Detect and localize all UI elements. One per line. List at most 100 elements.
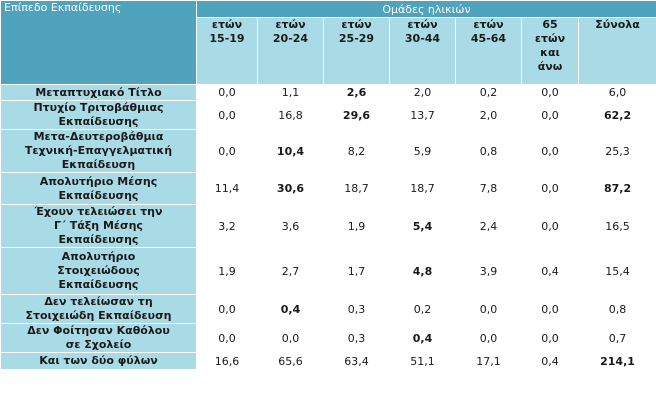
table-cell: 214,1 [577, 352, 656, 370]
table-cell: 0,0 [521, 100, 579, 130]
row-label-line: Εκπαίδευσης [58, 233, 139, 246]
table-cell: 2,4 [455, 204, 522, 248]
table-cell: 0,0 [521, 323, 579, 353]
table-cell: 0,3 [323, 294, 390, 324]
table-cell: 0,0 [521, 204, 579, 248]
table-row: Έχουν τελειώσει την Γ΄ Τάξη Μέσης Εκπαίδευ… [0, 204, 656, 248]
column-header-line: ετών [275, 18, 306, 32]
row-label-line: Μετα-Δευτεροβάθμια [33, 130, 164, 144]
table-cell: 3,9 [455, 247, 522, 295]
table-cell: 10,4 [257, 129, 324, 173]
table-cell: 5,4 [389, 204, 456, 248]
column-header-line: ετών [473, 18, 504, 32]
table-row: Απολυτήριο Μέσης Εκπαίδευσης 11,4 30,6 18,7 1… [0, 172, 656, 205]
table-cell: 0,0 [521, 172, 579, 205]
table-cell: 3,6 [257, 204, 324, 248]
table-cell: 8,2 [323, 129, 390, 173]
table-row: Απολυτήριο Στοιχειώδους Εκπαίδευσης 1,9 2,7 1… [0, 247, 656, 295]
row-label-line: Εκπαίδευσης [58, 278, 139, 291]
table-cell: 5,9 [389, 129, 456, 173]
table-cell: 6,0 [577, 84, 656, 101]
table-cell: 17,1 [455, 352, 522, 370]
row-label: Μετα-Δευτεροβάθμια Τεχνική-Επαγγελματική Ε… [0, 129, 197, 173]
table-cell: 0,0 [196, 100, 258, 130]
row-label: Δεν τελείωσαν τη Στοιχειώδη Εκπαίδευση [0, 294, 197, 324]
table-cell: 11,4 [196, 172, 258, 205]
table-cell: 87,2 [577, 172, 656, 205]
age-groups-header: Ομάδες ηλικιών [195, 0, 656, 18]
education-age-table: Επίπεδο Εκπαίδευσης Ομάδες ηλικιών ετών 1… [0, 0, 656, 370]
row-label-line: Πτυχίο Τριτοβάθμιας [33, 101, 164, 115]
table-cell: 0,3 [323, 323, 390, 353]
column-header-line: ετών [211, 18, 243, 32]
table-cell: 29,6 [323, 100, 390, 130]
table-cell: 1,1 [257, 84, 324, 101]
table-cell: 0,0 [455, 294, 522, 324]
row-label-line: Απολυτήριο Μέσης [39, 174, 158, 188]
corner-header: Επίπεδο Εκπαίδευσης [0, 0, 197, 85]
table-cell: 16,8 [257, 100, 324, 130]
table-cell: 3,2 [196, 204, 258, 248]
row-label-line: Εκπαίδευσης [58, 188, 139, 202]
column-header: 65 ετών και άνω [521, 17, 579, 85]
table-cell: 0,8 [455, 129, 522, 173]
row-label-line: Μεταπτυχιακό Τίτλο [35, 85, 162, 99]
table-cell: 2,0 [389, 84, 456, 101]
table-cell: 1,9 [196, 247, 258, 295]
column-header-line: ετών [341, 18, 372, 32]
table-cell: 0,0 [196, 84, 258, 101]
table-cell: 1,9 [323, 204, 390, 248]
table-cell: 16,5 [577, 204, 656, 248]
table-cell: 7,8 [455, 172, 522, 205]
table-cell: 2,0 [455, 100, 522, 130]
table-cell: 18,7 [389, 172, 456, 205]
row-label-line: Στοιχειώδη Εκπαίδευση [25, 309, 172, 322]
table-cell: 0,4 [389, 323, 456, 353]
column-header: ετών 30-44 [389, 17, 456, 85]
table-cell: 0,2 [389, 294, 456, 324]
table-cell: 0,0 [521, 84, 579, 101]
table-cell: 16,6 [196, 352, 258, 370]
table-cell: 0,4 [521, 247, 579, 295]
column-header-line: 20-24 [272, 32, 309, 45]
column-header: ετών 15-19 [196, 17, 258, 85]
row-label-line: Έχουν τελειώσει την [34, 205, 163, 219]
row-label: Μεταπτυχιακό Τίτλο [0, 84, 197, 101]
row-label-line: Στοιχειώδους [57, 264, 140, 277]
row-label-line: Δεν τελείωσαν τη [44, 295, 153, 309]
table-cell: 30,6 [257, 172, 324, 205]
table-cell: 4,8 [389, 247, 456, 295]
table-cell: 0,0 [257, 323, 324, 353]
row-label: Δεν Φοίτησαν Καθόλου σε Σχολείο [0, 323, 197, 353]
column-header-line: ετών [407, 18, 438, 32]
table-cell: 0,4 [521, 352, 579, 370]
row-label-line: Εκπαίδευση [61, 158, 136, 171]
table-cell: 0,0 [196, 323, 258, 353]
table-row: Μεταπτυχιακό Τίτλο 0,0 1,1 2,6 2,0 0,2 0,0 6,0 [0, 84, 656, 101]
table-row: Μετα-Δευτεροβάθμια Τεχνική-Επαγγελματική Ε… [0, 129, 656, 173]
column-header-line: 25-29 [338, 32, 375, 45]
table-cell: 0,8 [577, 294, 656, 324]
row-label: Και των δύο φύλων [0, 352, 197, 370]
table-cell: 65,6 [257, 352, 324, 370]
table-row: Και των δύο φύλων 16,6 65,6 63,4 51,1 17,1 0,4… [0, 352, 656, 370]
table-row: Δεν Φοίτησαν Καθόλου σε Σχολείο 0,0 0,0 0,3 0… [0, 323, 656, 353]
table-cell: 15,4 [577, 247, 656, 295]
column-header-line: Σύνολα [595, 18, 640, 32]
table-cell: 0,7 [577, 323, 656, 353]
table-cell: 63,4 [323, 352, 390, 370]
table-cell: 25,3 [577, 129, 656, 173]
table-cell: 0,0 [455, 323, 522, 353]
column-header: ετών 45-64 [455, 17, 522, 85]
column-header-line: και [540, 46, 560, 59]
column-header-line: 45-64 [470, 32, 507, 45]
column-header: ετών 25-29 [323, 17, 390, 85]
column-header-line: άνω [537, 60, 563, 73]
column-header: Σύνολα [577, 17, 656, 85]
table-cell: 2,6 [323, 84, 390, 101]
row-label-line: Τεχνική-Επαγγελματική [24, 144, 173, 157]
column-header: ετών 20-24 [257, 17, 324, 85]
table-cell: 0,0 [196, 129, 258, 173]
table-cell: 62,2 [577, 100, 656, 130]
table-cell: 0,4 [257, 294, 324, 324]
